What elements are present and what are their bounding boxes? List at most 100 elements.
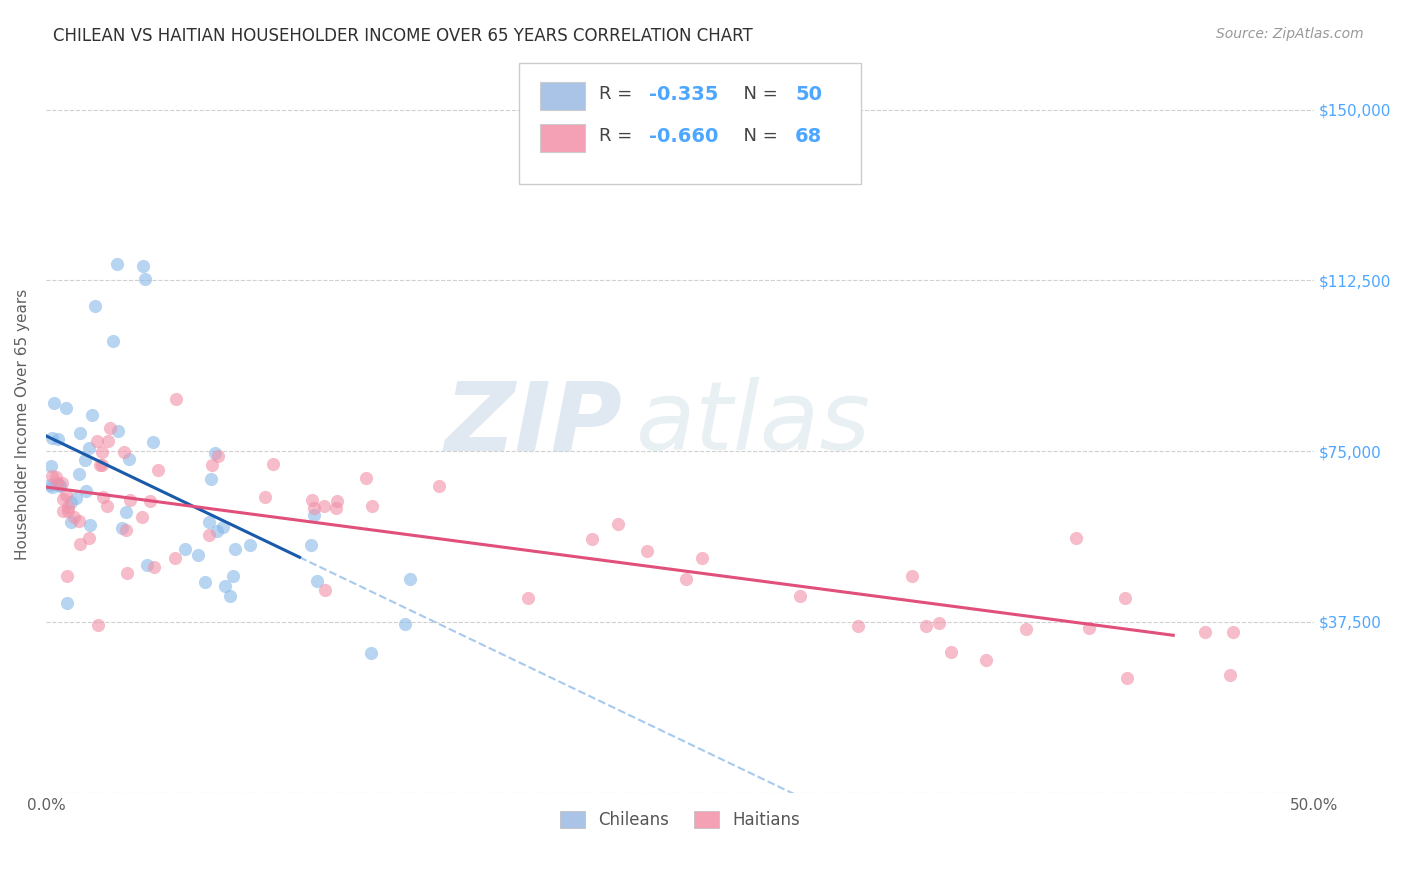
Point bbox=[427, 479, 450, 493]
Y-axis label: Householder Income Over 65 years: Householder Income Over 65 years bbox=[15, 288, 30, 559]
Point bbox=[928, 616, 950, 631]
Point bbox=[134, 272, 156, 286]
Point bbox=[112, 445, 135, 459]
Text: atlas: atlas bbox=[636, 377, 870, 470]
FancyBboxPatch shape bbox=[540, 82, 585, 111]
Point bbox=[39, 458, 62, 473]
Point bbox=[201, 458, 224, 472]
Point bbox=[146, 463, 169, 477]
Text: -0.335: -0.335 bbox=[650, 85, 718, 103]
Point bbox=[1015, 622, 1038, 636]
Text: R =: R = bbox=[599, 86, 638, 103]
Point bbox=[89, 458, 111, 473]
Point bbox=[86, 434, 108, 449]
Point bbox=[67, 514, 90, 528]
Point bbox=[675, 572, 697, 586]
Point bbox=[900, 569, 922, 583]
Point bbox=[314, 583, 336, 598]
Point bbox=[581, 533, 603, 547]
Point bbox=[41, 432, 63, 446]
Text: -0.660: -0.660 bbox=[650, 127, 718, 145]
Point bbox=[218, 589, 240, 603]
Point bbox=[1222, 624, 1244, 639]
Point bbox=[87, 617, 110, 632]
Point bbox=[325, 494, 347, 508]
Point bbox=[69, 425, 91, 440]
Point bbox=[163, 550, 186, 565]
Point bbox=[52, 492, 75, 507]
Point bbox=[77, 441, 100, 455]
Point bbox=[98, 421, 121, 435]
Point bbox=[325, 501, 347, 516]
Point bbox=[63, 510, 86, 524]
Point bbox=[360, 646, 382, 660]
Point bbox=[132, 260, 155, 274]
Point bbox=[91, 490, 114, 504]
Point bbox=[198, 528, 221, 542]
Point bbox=[262, 458, 284, 472]
Point bbox=[55, 401, 77, 415]
Point bbox=[65, 491, 87, 505]
Point bbox=[41, 480, 63, 494]
Point bbox=[52, 504, 75, 518]
Point bbox=[1064, 531, 1087, 545]
Point bbox=[69, 537, 91, 551]
FancyBboxPatch shape bbox=[540, 125, 585, 153]
Point bbox=[214, 579, 236, 593]
Point bbox=[56, 596, 79, 610]
Point bbox=[115, 523, 138, 537]
Point bbox=[200, 472, 222, 486]
Point bbox=[915, 618, 938, 632]
Point bbox=[38, 477, 60, 491]
Point bbox=[48, 477, 70, 491]
Point bbox=[361, 499, 384, 513]
Point bbox=[1219, 667, 1241, 681]
Point bbox=[67, 467, 90, 481]
Point bbox=[939, 645, 962, 659]
Point bbox=[120, 493, 142, 508]
Point bbox=[1078, 621, 1101, 635]
Text: 50: 50 bbox=[796, 85, 823, 103]
Point bbox=[56, 568, 79, 582]
Point bbox=[224, 541, 246, 556]
Point bbox=[56, 500, 79, 515]
Text: N =: N = bbox=[733, 128, 783, 145]
Point bbox=[84, 299, 107, 313]
Point bbox=[46, 475, 69, 490]
Point bbox=[222, 568, 245, 582]
Point bbox=[143, 560, 166, 574]
Point bbox=[302, 501, 325, 516]
Point bbox=[354, 471, 377, 485]
Point bbox=[41, 468, 63, 483]
Point bbox=[56, 504, 79, 518]
Point bbox=[1116, 671, 1139, 685]
Point bbox=[48, 478, 70, 492]
Text: Source: ZipAtlas.com: Source: ZipAtlas.com bbox=[1216, 27, 1364, 41]
Point bbox=[394, 616, 416, 631]
Point bbox=[301, 492, 323, 507]
Point bbox=[59, 495, 82, 509]
Point bbox=[131, 510, 153, 524]
Point bbox=[51, 476, 73, 491]
Point bbox=[302, 508, 325, 522]
Text: CHILEAN VS HAITIAN HOUSEHOLDER INCOME OVER 65 YEARS CORRELATION CHART: CHILEAN VS HAITIAN HOUSEHOLDER INCOME OV… bbox=[53, 27, 754, 45]
Point bbox=[607, 517, 630, 532]
Point bbox=[187, 548, 209, 562]
FancyBboxPatch shape bbox=[519, 62, 860, 185]
Point bbox=[118, 452, 141, 467]
Point bbox=[44, 396, 66, 410]
Point bbox=[194, 574, 217, 589]
Point bbox=[976, 653, 998, 667]
Point bbox=[73, 453, 96, 467]
Point bbox=[111, 521, 134, 535]
Point bbox=[307, 574, 329, 589]
Text: 68: 68 bbox=[796, 127, 823, 145]
Point bbox=[204, 446, 226, 460]
Point bbox=[75, 483, 97, 498]
Point bbox=[399, 572, 422, 586]
Point bbox=[91, 458, 114, 472]
Point bbox=[314, 500, 336, 514]
Point bbox=[136, 558, 159, 573]
Point bbox=[165, 392, 187, 406]
Point bbox=[46, 432, 69, 446]
